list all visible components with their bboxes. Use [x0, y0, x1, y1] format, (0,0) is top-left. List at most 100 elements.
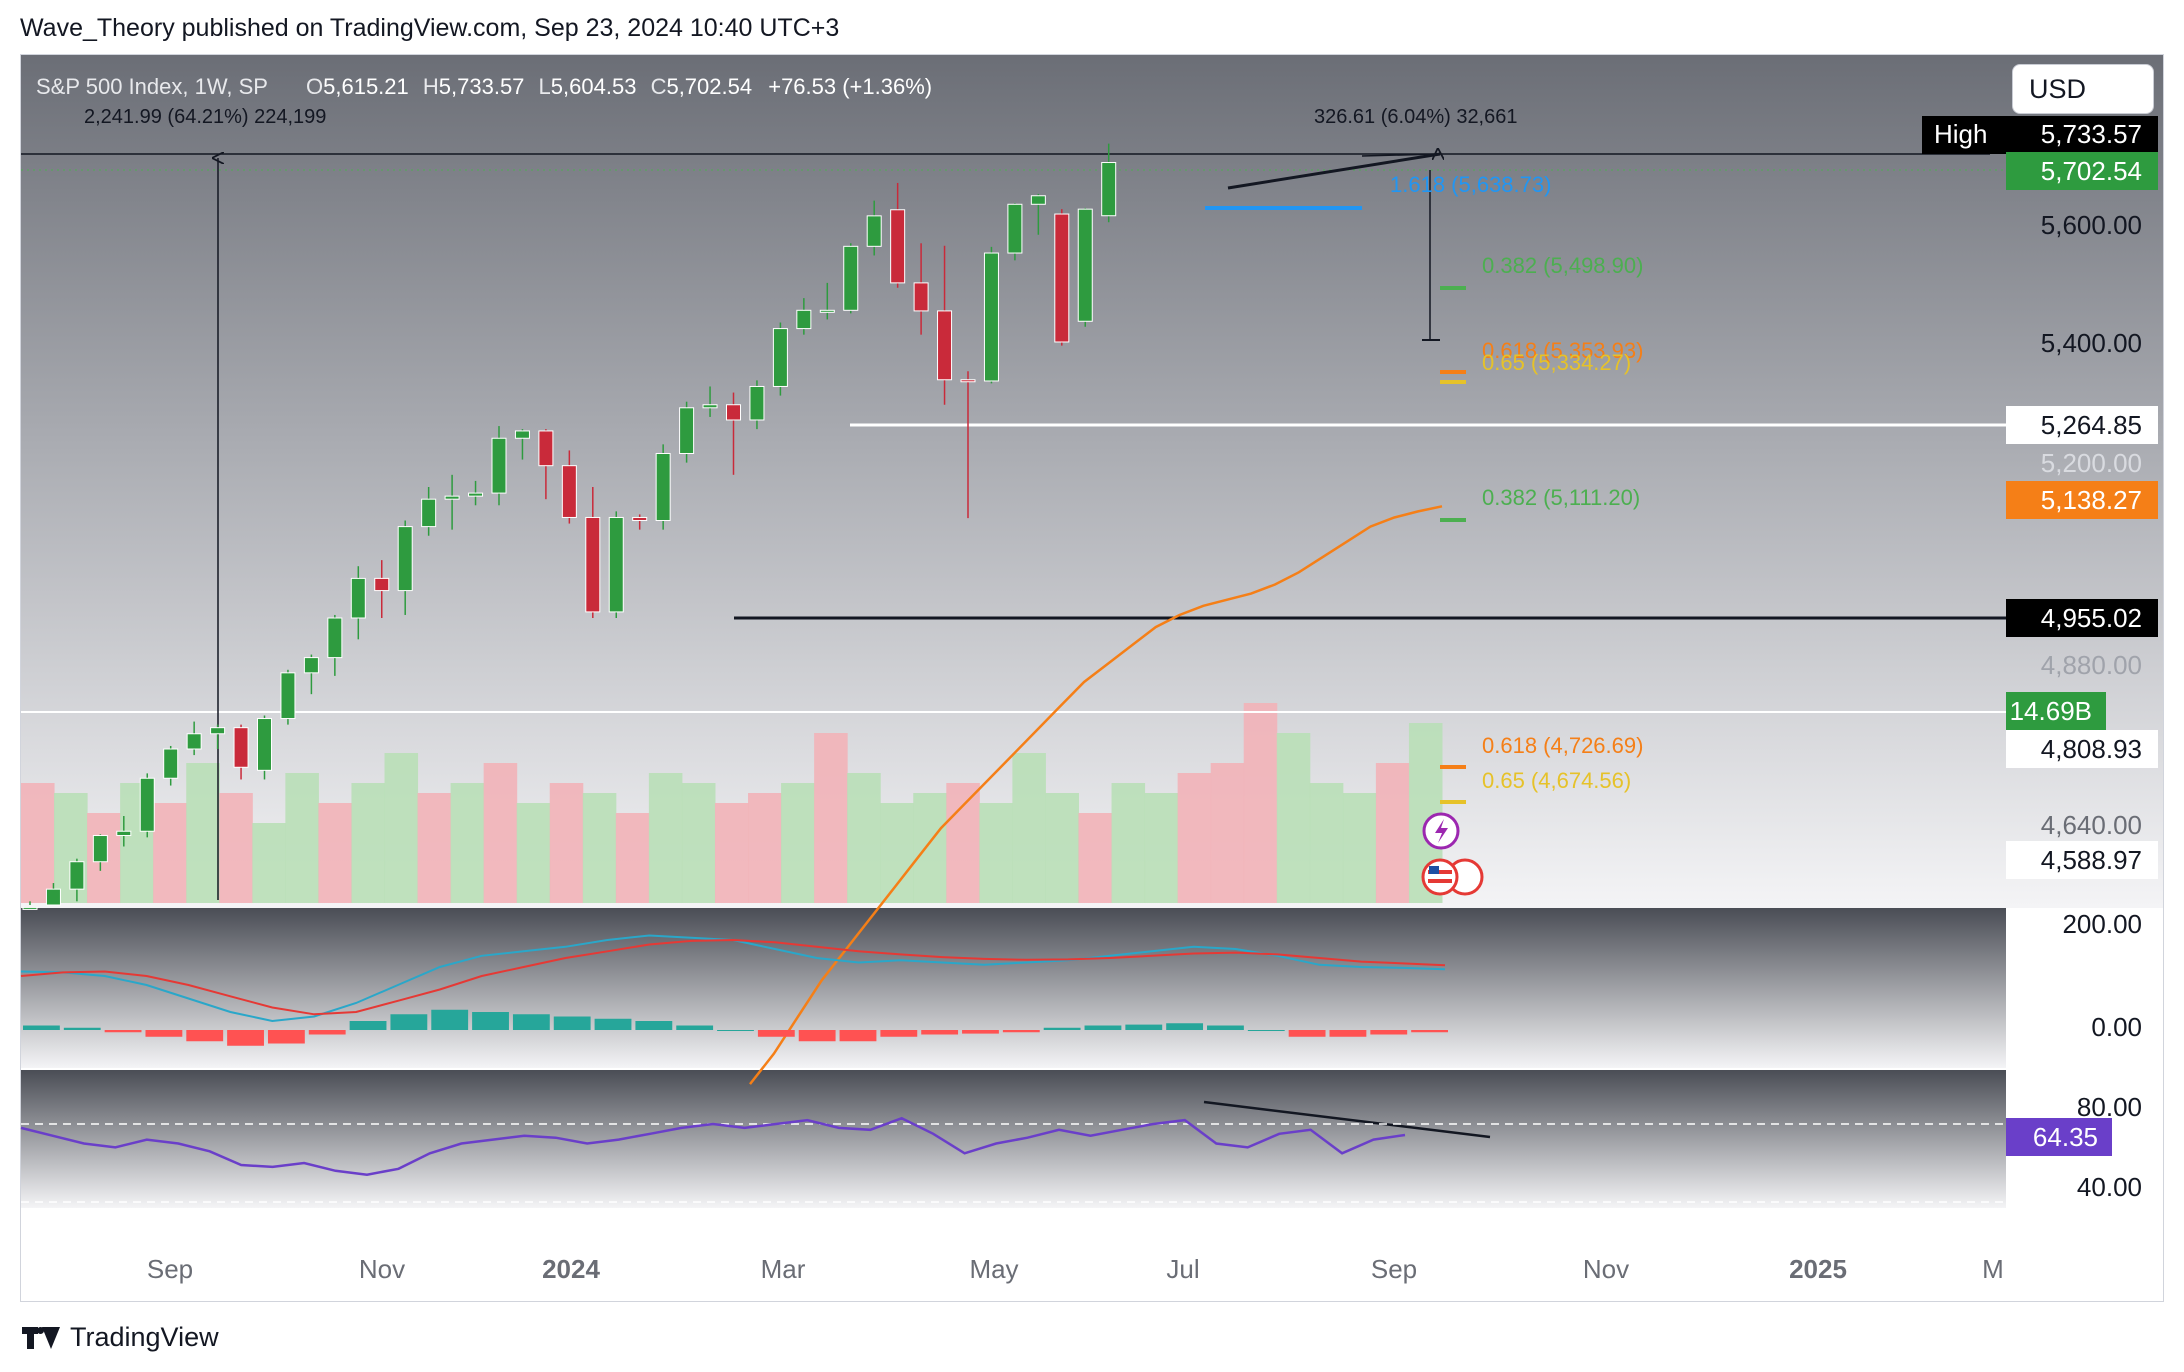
macd-hist-bar [512, 1014, 550, 1030]
level-4588-badge: 4,588.97 [2006, 841, 2158, 879]
macd-hist-bar [472, 1012, 509, 1030]
rsi-divergence-line [1203, 1100, 1491, 1139]
fib-0382a-label: 0.382 (5,498.90) [1482, 253, 1643, 278]
price-axis: 5,600.00 5,400.00 5,200.00 4,880.00 4,64… [2041, 210, 2142, 840]
candle [45, 883, 61, 906]
rsi-line [20, 1116, 1406, 1176]
volume-bar [847, 773, 881, 903]
candle [702, 386, 718, 417]
candle [397, 520, 413, 615]
macd-hist-bar [390, 1014, 428, 1030]
candle [890, 182, 906, 288]
candle [116, 816, 132, 847]
candle [22, 901, 38, 910]
candle [819, 282, 835, 320]
legend-ohlc: O5,615.21 H5,733.57 L5,604.53 C5,702.54 … [306, 74, 932, 99]
volume-bar [979, 803, 1013, 903]
candle [491, 426, 507, 506]
volume-bar [1276, 733, 1311, 903]
volume-bar [582, 793, 617, 903]
measure-label-right: 326.61 (6.04%) 32,661 [1314, 106, 1518, 128]
candle [374, 560, 390, 618]
volume-bar [285, 773, 319, 903]
volume-bar [417, 793, 452, 903]
time-label-mar: Mar [761, 1254, 806, 1284]
macd-hist-bar [145, 1030, 183, 1037]
volume-bar [450, 783, 485, 903]
rsi-tick-80: 80.00 [2077, 1092, 2142, 1122]
volume-bar [1045, 793, 1079, 903]
macd-hist-bar [594, 1018, 632, 1030]
candle [92, 834, 108, 871]
candle [233, 724, 249, 780]
svg-text:5,138.27: 5,138.27 [2041, 485, 2142, 515]
candle [350, 566, 366, 640]
lightning-event-icon[interactable] [1422, 812, 1460, 850]
support-badge: 4,955.02 [2006, 599, 2158, 637]
candle [983, 246, 999, 384]
volume-bar [1012, 753, 1046, 903]
tradingview-footer[interactable]: TradingView [22, 1322, 219, 1353]
last-price-badge: 5,702.54 [2006, 152, 2158, 190]
legend-symbol: S&P 500 Index, 1W, SP [36, 74, 268, 99]
volume-bar [913, 793, 947, 903]
volume-bar [219, 793, 253, 903]
volume-bar [1111, 783, 1146, 903]
macd-pane-bg [21, 908, 2006, 1068]
volume-bar [483, 763, 518, 903]
candle [1054, 209, 1070, 346]
fib-065b-label: 0.65 (4,674.56) [1482, 768, 1631, 793]
measure-label-left: 2,241.99 (64.21%) 224,199 [84, 106, 326, 128]
volume-bar [186, 763, 220, 903]
macd-hist-bar [553, 1016, 591, 1030]
macd-tick-200: 200.00 [2062, 909, 2142, 939]
svg-text:4,588.97: 4,588.97 [2041, 845, 2142, 875]
macd-hist-bar [1043, 1027, 1081, 1030]
svg-text:4,808.93: 4,808.93 [2041, 734, 2142, 764]
level-4808-badge: 4,808.93 [2006, 730, 2158, 768]
svg-text:14.69B: 14.69B [2010, 696, 2092, 726]
macd-hist-bar [1207, 1025, 1244, 1030]
volume-bar [516, 803, 551, 903]
time-label-sep2: Sep [1371, 1254, 1417, 1284]
candle [585, 487, 601, 618]
resistance-badge: 5,264.85 [2006, 406, 2158, 444]
candle [608, 511, 624, 618]
candle [796, 298, 812, 335]
time-label-sep: Sep [147, 1254, 193, 1284]
candle [210, 724, 226, 749]
macd-hist-bar [23, 1025, 60, 1030]
currency-button[interactable]: USD [2012, 64, 2154, 114]
ema-line [749, 505, 1443, 1085]
footer-brand-text: TradingView [70, 1322, 219, 1352]
macd-hist-bar [880, 1030, 918, 1037]
svg-text:64.35: 64.35 [2033, 1122, 2098, 1152]
measure-top-arrow [1361, 154, 1438, 156]
volume-bar [1375, 763, 1410, 903]
macd-hist-bar [104, 1030, 142, 1033]
macd-hist-bar [717, 1030, 754, 1031]
svg-text:5,702.54: 5,702.54 [2041, 156, 2142, 186]
volume-bar [1243, 703, 1278, 903]
candle [1007, 203, 1023, 261]
candle [749, 380, 765, 430]
rsi-tick-40: 40.00 [2077, 1172, 2142, 1202]
macd-hist-bar [1370, 1030, 1408, 1035]
candle [327, 614, 343, 676]
volume-bar [615, 813, 650, 903]
volume-bar [1144, 793, 1179, 903]
time-axis: Sep Nov 2024 Mar May Jul Sep Nov 2025 M [147, 1254, 2004, 1284]
macd-hist-bar [921, 1030, 959, 1035]
macd-hist-bar [1247, 1030, 1285, 1031]
candle [937, 245, 953, 405]
svg-text:High: High [1934, 119, 1987, 149]
macd-hist-bar [1002, 1030, 1040, 1033]
macd-hist-bar [757, 1030, 795, 1037]
candles [22, 143, 1117, 910]
candle [421, 487, 437, 536]
us-flag-event-icon[interactable] [1421, 858, 1484, 896]
candle [772, 322, 788, 396]
macd-hist-bar [839, 1030, 877, 1042]
candle [139, 773, 155, 838]
